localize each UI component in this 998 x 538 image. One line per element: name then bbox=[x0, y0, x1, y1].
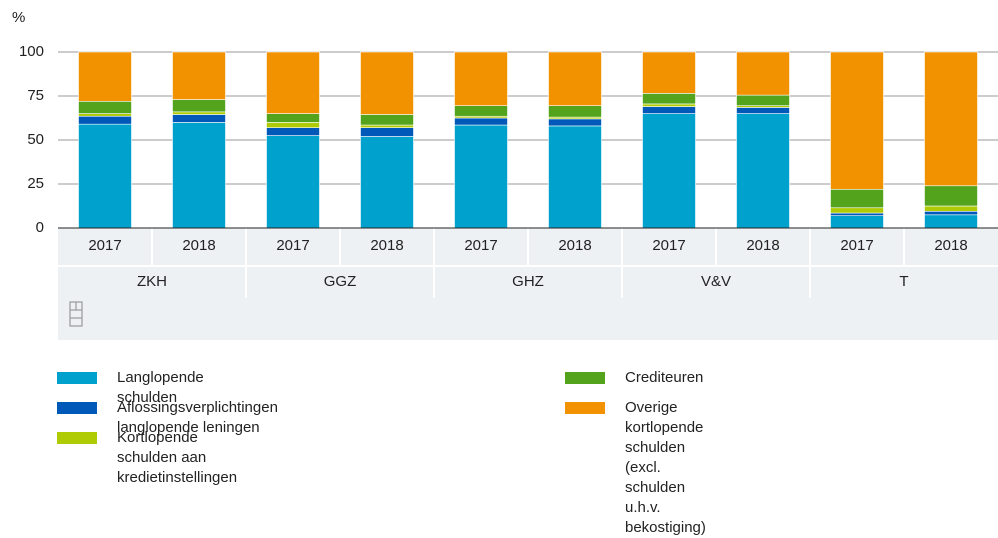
bar-segment bbox=[172, 99, 226, 113]
bar-segment bbox=[924, 205, 978, 212]
y-tick-label: 50 bbox=[27, 131, 44, 148]
x-tick-label: 2017 bbox=[276, 237, 309, 254]
bar-segment bbox=[266, 127, 320, 136]
legend-swatch bbox=[565, 402, 605, 414]
bar-segment bbox=[360, 124, 414, 128]
bar-segment bbox=[78, 51, 132, 102]
x-tick-label: 2018 bbox=[558, 237, 591, 254]
bar-segment bbox=[736, 107, 790, 114]
group-label: T bbox=[899, 273, 908, 290]
x-tick-label: 2017 bbox=[88, 237, 121, 254]
bar-segment bbox=[548, 105, 602, 118]
legend-swatch bbox=[57, 402, 97, 414]
group-label: ZKH bbox=[137, 273, 167, 290]
group-label: V&V bbox=[701, 273, 731, 290]
legend-swatch bbox=[565, 372, 605, 384]
legend-label: Overige kortlopende schulden (excl. schu… bbox=[625, 399, 706, 536]
chart: % 0 25 50 75 100 2017 2018 2017 2018 2017 2018 2017… bbox=[12, 9, 998, 340]
bar-segment bbox=[924, 210, 978, 216]
bar-segment bbox=[360, 114, 414, 126]
bar-segment bbox=[172, 114, 226, 123]
bar-segment bbox=[548, 118, 602, 127]
legend-label: Kortlopende schulden aan kredietinstelli… bbox=[117, 429, 238, 486]
legend-label: Langlopende schulden bbox=[117, 369, 204, 406]
x-tick-label: 2017 bbox=[840, 237, 873, 254]
legend-item: Crediteuren bbox=[565, 368, 703, 388]
bar-segment bbox=[736, 51, 790, 96]
bar-segment bbox=[172, 122, 226, 229]
legend-swatch bbox=[57, 432, 97, 444]
bar-segment bbox=[266, 113, 320, 123]
bar-segment bbox=[360, 127, 414, 137]
bar-segment bbox=[360, 51, 414, 115]
bar-segment bbox=[266, 135, 320, 229]
group-label: GGZ bbox=[324, 273, 357, 290]
legend-item: Langlopende schulden bbox=[57, 368, 204, 408]
y-tick-label: 100 bbox=[19, 43, 44, 60]
x-tick-label: 2018 bbox=[182, 237, 215, 254]
y-tick-label: 25 bbox=[27, 175, 44, 192]
bar-segment bbox=[454, 51, 508, 106]
bar-segment bbox=[360, 136, 414, 229]
x-tick-label: 2018 bbox=[370, 237, 403, 254]
bar-segment bbox=[172, 111, 226, 115]
bar-segment bbox=[924, 214, 978, 229]
x-tick-label: 2017 bbox=[652, 237, 685, 254]
bar-segment bbox=[642, 113, 696, 229]
bar-segment bbox=[830, 215, 884, 229]
bar-segment bbox=[266, 122, 320, 128]
x-tick-label: 2018 bbox=[746, 237, 779, 254]
bar-segment bbox=[78, 113, 132, 117]
legend-item: Overige kortlopende schulden (excl. schu… bbox=[565, 398, 706, 538]
bar-segment bbox=[736, 113, 790, 229]
x-tick-label: 2017 bbox=[464, 237, 497, 254]
legend-label: Aflossingsverplichtingen langlopende len… bbox=[117, 399, 278, 436]
bar-segment bbox=[454, 105, 508, 117]
bar-segment bbox=[924, 185, 978, 207]
logo bbox=[69, 301, 83, 327]
bar-segment bbox=[78, 123, 132, 229]
y-axis-label: % bbox=[12, 9, 25, 26]
legend-item: Aflossingsverplichtingen langlopende len… bbox=[57, 398, 278, 438]
bar-segment bbox=[454, 124, 508, 229]
bar-segment bbox=[78, 100, 132, 114]
bar-segment bbox=[548, 125, 602, 229]
bar-segment bbox=[642, 106, 696, 114]
y-tick-label: 75 bbox=[27, 87, 44, 104]
bar-segment bbox=[830, 207, 884, 214]
bar-segment bbox=[642, 103, 696, 107]
bar-segment bbox=[454, 117, 508, 126]
x-tick-label: 2018 bbox=[934, 237, 967, 254]
group-label: GHZ bbox=[512, 273, 544, 290]
bar-segment bbox=[266, 51, 320, 114]
bar-segment bbox=[830, 188, 884, 209]
legend-label: Crediteuren bbox=[625, 369, 704, 386]
bar-segment bbox=[830, 51, 884, 190]
bar-segment bbox=[548, 51, 602, 106]
bar-segment bbox=[736, 94, 790, 106]
legend-item: Kortlopende schulden aan kredietinstelli… bbox=[57, 428, 237, 488]
bar-segment bbox=[830, 212, 884, 216]
bar-segment bbox=[78, 115, 132, 125]
legend-swatch bbox=[57, 372, 97, 384]
bar-segment bbox=[172, 51, 226, 100]
bar-segment bbox=[642, 93, 696, 105]
y-tick-label: 0 bbox=[36, 219, 44, 236]
bar-segment bbox=[642, 51, 696, 94]
bar-segment bbox=[924, 51, 978, 187]
